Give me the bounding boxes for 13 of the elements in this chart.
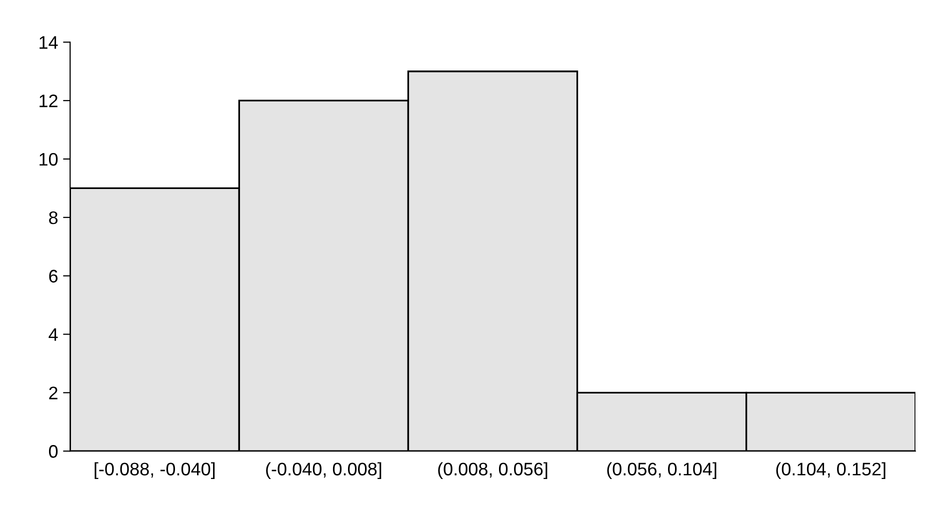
x-tick-label: (0.008, 0.056] [438, 462, 548, 480]
x-tick-label: (-0.040, 0.008] [266, 462, 382, 480]
x-tick-label: (0.056, 0.104] [607, 462, 716, 480]
y-tick-label: 2 [49, 386, 58, 400]
y-tick-label: 12 [40, 94, 58, 108]
y-tick-label: 10 [40, 152, 58, 166]
x-tick-label: (0.104, 0.152] [776, 462, 886, 480]
y-tick-label: 14 [40, 36, 58, 49]
y-tick-label: 0 [48, 445, 58, 458]
y-tick-label: 6 [49, 270, 58, 283]
y-tick-label: 8 [49, 211, 58, 224]
x-tick-label: [-0.088, -0.040] [94, 462, 215, 480]
y-tick-label: 4 [48, 328, 58, 341]
